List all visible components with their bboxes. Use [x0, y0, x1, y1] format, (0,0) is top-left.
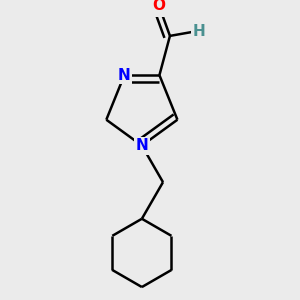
Text: O: O: [152, 0, 165, 13]
Text: N: N: [136, 138, 148, 153]
Text: H: H: [192, 24, 205, 39]
Text: N: N: [118, 68, 131, 83]
